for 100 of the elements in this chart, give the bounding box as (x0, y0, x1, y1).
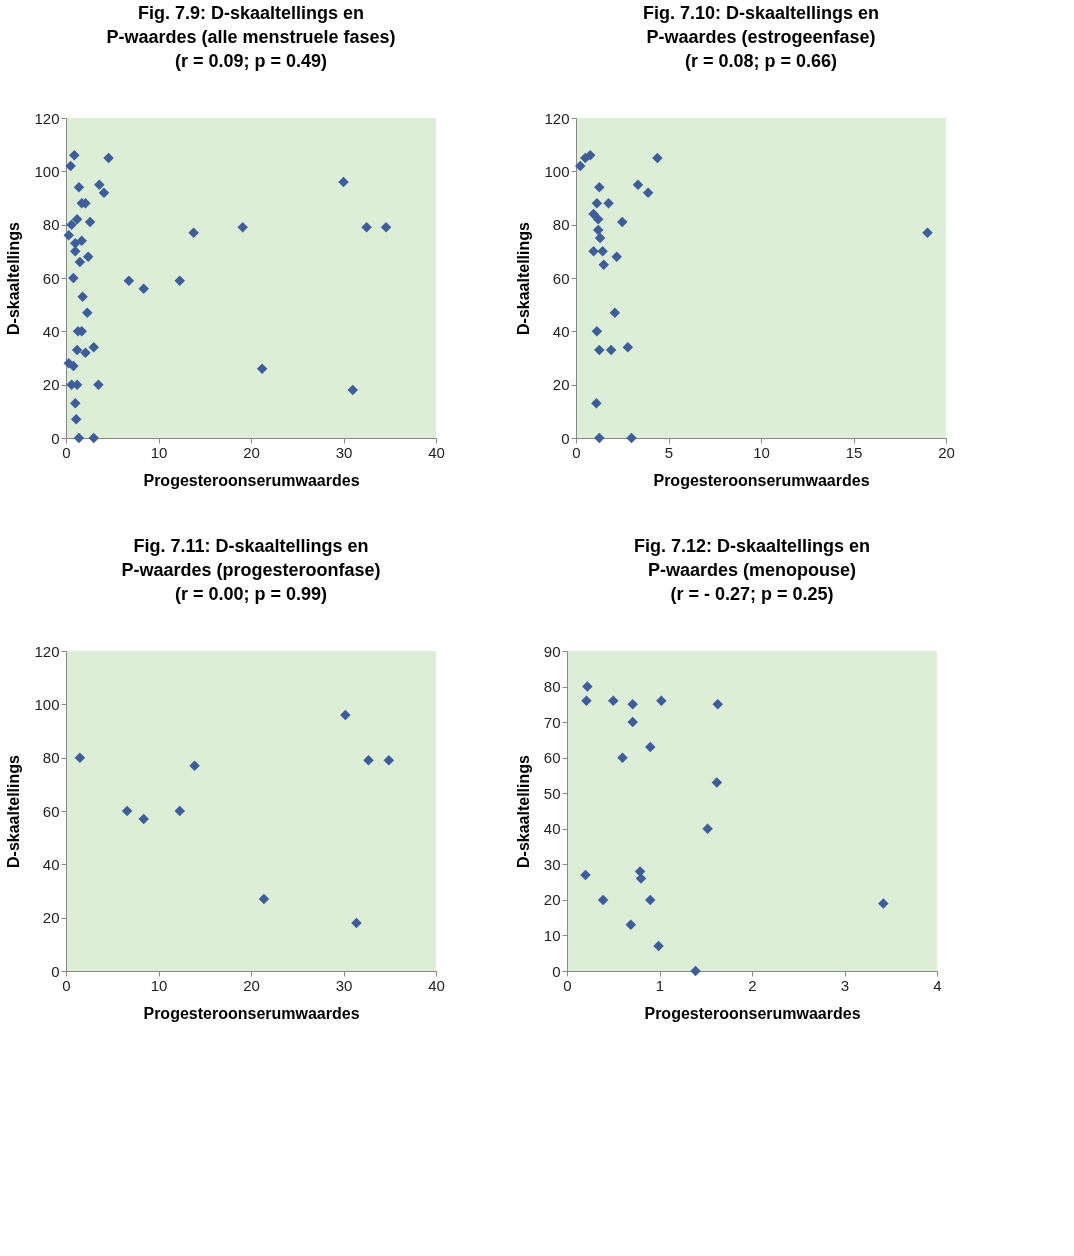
x-axis-title: Progesteroonserumwaardes (143, 471, 360, 489)
point (174, 805, 186, 817)
point (383, 755, 395, 766)
point (591, 198, 603, 209)
point (626, 432, 637, 444)
point (617, 752, 628, 763)
point (88, 432, 99, 444)
point (123, 275, 135, 286)
y-axis-title: D-skaaltellings (515, 221, 533, 335)
point (80, 347, 91, 358)
point (594, 232, 606, 244)
y-tick-label: 120 (34, 642, 60, 660)
x-tick-label: 10 (150, 443, 168, 461)
point (65, 160, 76, 172)
point (702, 823, 713, 835)
point (594, 344, 605, 356)
point (347, 384, 358, 396)
point (88, 342, 99, 353)
point (597, 246, 608, 257)
y-tick-label: 100 (34, 695, 60, 713)
x-tick-label: 40 (428, 976, 445, 994)
point (605, 344, 617, 356)
point (588, 208, 599, 220)
point (712, 699, 724, 710)
y-tick-label: 80 (42, 216, 60, 234)
point (711, 777, 723, 788)
x-tick-label: 20 (243, 976, 260, 994)
point (645, 894, 656, 906)
point (351, 917, 362, 929)
y-axis-title: D-skaaltellings (5, 754, 23, 868)
point (70, 414, 82, 425)
y-tick-label: 0 (552, 962, 561, 980)
point (138, 283, 149, 294)
y-tick-label: 120 (544, 109, 570, 127)
point (581, 695, 592, 707)
point (70, 398, 81, 409)
y-tick-label: 90 (543, 642, 561, 660)
x-tick-label: 3 (840, 976, 850, 994)
point (84, 216, 96, 228)
point (174, 275, 186, 286)
point (575, 160, 586, 172)
point (645, 741, 656, 753)
point (71, 214, 83, 225)
y-tick-label: 30 (543, 855, 561, 873)
point (63, 230, 75, 241)
point (98, 187, 110, 198)
y-tick-label: 80 (42, 749, 60, 767)
y-tick-label: 70 (543, 713, 561, 731)
point (68, 272, 79, 284)
y-axis-title: D-skaaltellings (5, 221, 23, 335)
x-tick-label: 20 (243, 443, 260, 461)
y-tick-label: 10 (543, 926, 561, 944)
point (582, 681, 593, 692)
point (878, 898, 889, 909)
y-tick-label: 40 (543, 820, 561, 838)
point (69, 150, 80, 161)
y-tick-label: 50 (543, 784, 561, 802)
x-tick-label: 2 (748, 976, 757, 994)
x-tick-label: 1 (655, 976, 665, 994)
y-tick-label: 20 (42, 909, 60, 927)
point (627, 716, 638, 728)
point (73, 182, 85, 193)
point (603, 198, 614, 209)
point (121, 805, 133, 817)
point (68, 360, 79, 372)
x-tick-label: 30 (335, 976, 353, 994)
y-tick-label: 0 (51, 429, 60, 447)
x-axis-title: Progesteroonserumwaardes (644, 1004, 861, 1022)
x-tick-label: 10 (753, 443, 770, 461)
point (189, 760, 200, 771)
point (77, 291, 88, 302)
point (580, 869, 591, 881)
point (73, 432, 85, 444)
y-tick-label: 20 (543, 891, 561, 909)
point (632, 179, 644, 190)
y-tick-label: 0 (51, 962, 60, 980)
point (922, 227, 933, 238)
point (361, 222, 372, 233)
y-tick-label: 20 (42, 376, 60, 394)
point (70, 246, 81, 257)
point (611, 251, 622, 262)
point (380, 222, 392, 233)
point (625, 919, 637, 931)
point (76, 235, 87, 246)
point (82, 251, 94, 262)
point (138, 813, 149, 825)
point (642, 187, 654, 198)
point (594, 182, 605, 193)
x-tick-label: 0 (62, 443, 71, 461)
y-tick-label: 20 (552, 376, 570, 394)
point (622, 342, 634, 353)
x-tick-label: 0 (572, 443, 581, 461)
point (608, 695, 619, 707)
y-tick-label: 40 (552, 322, 570, 340)
point (363, 755, 374, 766)
y-tick-label: 120 (34, 109, 60, 127)
y-tick-label: 0 (561, 429, 570, 447)
point (585, 150, 596, 161)
point (652, 152, 663, 164)
y-tick-label: 40 (42, 322, 60, 340)
